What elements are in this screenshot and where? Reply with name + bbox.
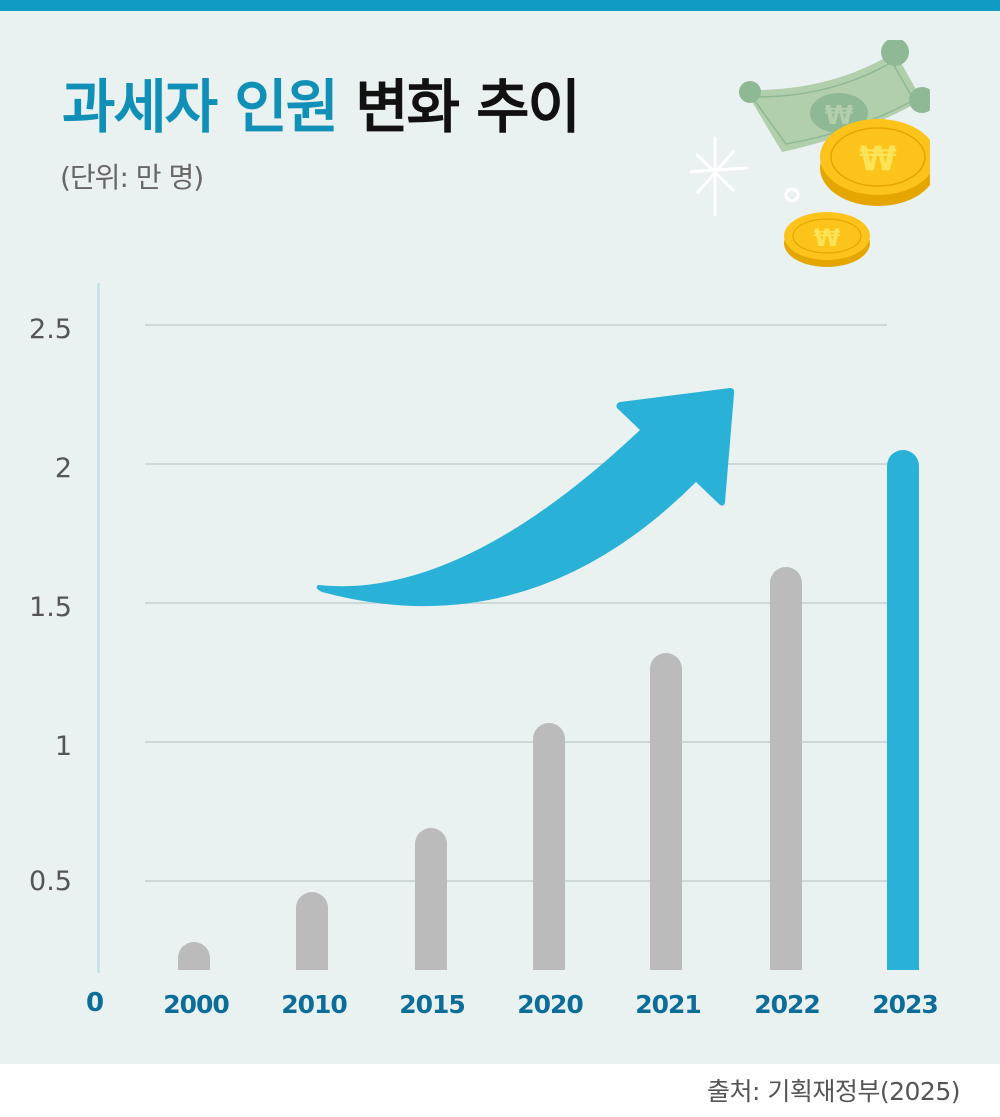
bar-2021	[650, 653, 682, 970]
title-accent: 과세자 인원	[62, 73, 339, 141]
bar-2022	[770, 566, 802, 970]
title-rest: 변화 추이	[355, 73, 581, 141]
bar-2000	[178, 942, 210, 970]
bubble-icon	[784, 187, 800, 203]
svg-text:₩: ₩	[859, 139, 897, 179]
source-note: 출처: 기획재정부(2025)	[706, 1077, 961, 1106]
bar-2015	[415, 828, 447, 970]
gridline-2	[145, 463, 887, 465]
gold-coin-won-icon: ₩	[820, 119, 930, 206]
gridline-1	[145, 741, 887, 743]
y-tick: 2	[54, 453, 72, 484]
svg-text:₩: ₩	[814, 224, 841, 252]
y-tick: 1	[54, 731, 72, 762]
x-tick-2021: 2021	[635, 990, 702, 1019]
x-tick-2022: 2022	[754, 990, 821, 1019]
x-tick-2023: 2023	[872, 990, 939, 1019]
top-accent-bar	[0, 0, 1000, 11]
y-tick: 1.5	[29, 592, 72, 623]
page-title: 과세자 인원 변화 추이	[62, 72, 581, 142]
gridline-0.5	[145, 880, 887, 882]
x-tick-2020: 2020	[517, 990, 584, 1019]
y-tick-zero: 0	[86, 988, 105, 1018]
x-tick-2010: 2010	[281, 990, 348, 1019]
y-axis-line	[97, 283, 100, 973]
gold-coin-won-icon: ₩	[784, 212, 870, 267]
bar-2020	[533, 722, 565, 970]
gridline-2.5	[145, 324, 887, 326]
x-tick-2000: 2000	[163, 990, 230, 1019]
gridline-1.5	[145, 602, 887, 604]
bar-2023	[887, 450, 919, 970]
x-tick-2015: 2015	[399, 990, 466, 1019]
y-tick: 2.5	[29, 314, 72, 345]
unit-label: (단위: 만 명)	[60, 161, 204, 194]
banknote-won-icon: ₩	[739, 40, 930, 152]
sparkle-icon	[690, 136, 749, 217]
y-tick: 0.5	[29, 866, 72, 897]
trend-up-arrow-icon	[316, 388, 735, 607]
money-illustration: ₩ ₩ ₩	[690, 40, 930, 267]
bar-2010	[296, 892, 328, 970]
